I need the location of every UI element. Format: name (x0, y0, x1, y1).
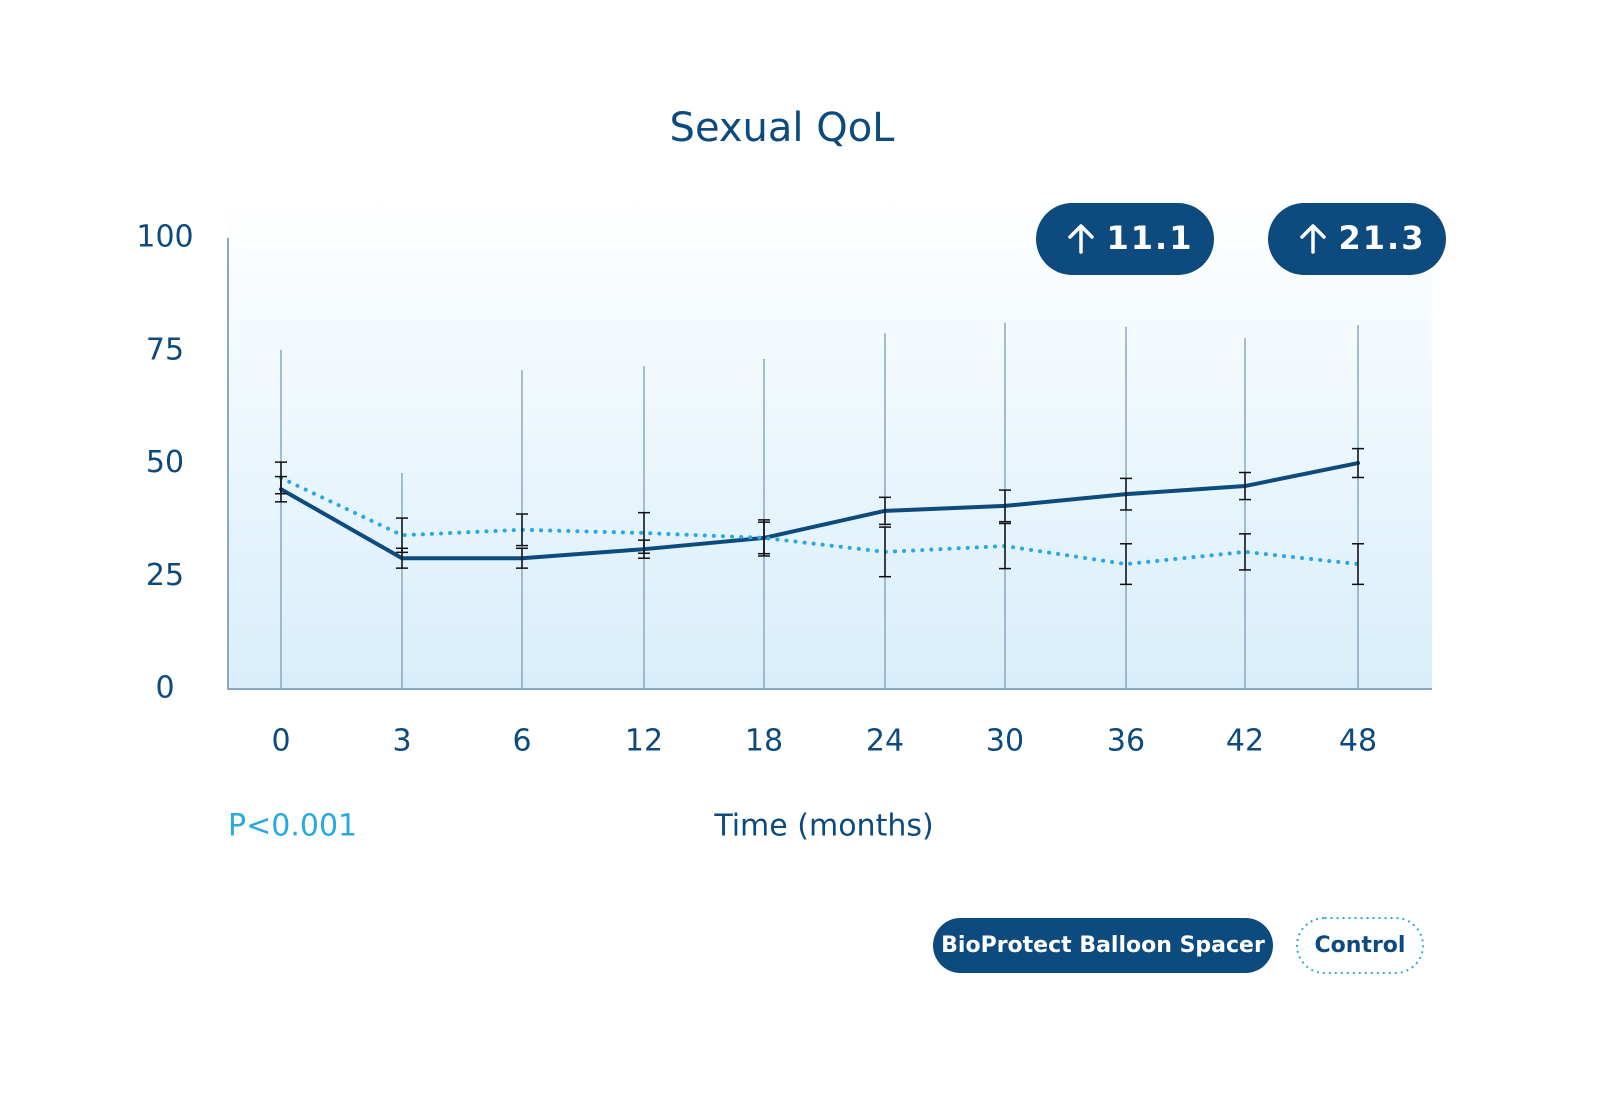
x-tick-label: 24 (866, 724, 904, 759)
error-bar (758, 519, 770, 557)
p-value: P<0.001 (228, 809, 357, 844)
badge (1036, 203, 1214, 275)
error-bar (516, 547, 528, 569)
x-tick-label: 18 (745, 724, 783, 759)
error-bar (638, 511, 650, 554)
series-line (279, 475, 1360, 567)
error-bar (879, 496, 891, 526)
x-tick-label: 0 (271, 724, 290, 759)
x-tick-label: 6 (512, 724, 531, 759)
x-tick-label: 12 (625, 724, 663, 759)
badge (1268, 203, 1446, 275)
badge-value: 11.1 (1107, 219, 1194, 257)
error-bar (1352, 543, 1364, 586)
error-bar (999, 489, 1011, 523)
chart-title: Sexual QoL (670, 105, 896, 151)
y-tick-label: 25 (146, 558, 184, 593)
x-axis-label: Time (months) (713, 809, 933, 844)
error-bar (999, 522, 1011, 570)
plot-background (228, 195, 1432, 689)
badge-value: 21.3 (1339, 219, 1426, 257)
error-bar (1120, 477, 1132, 511)
legend-item (933, 918, 1273, 973)
badge-arrow (1068, 224, 1094, 254)
x-tick-label: 36 (1107, 724, 1145, 759)
y-tick-label: 100 (136, 220, 193, 255)
legend-label: BioProtect Balloon Spacer (941, 933, 1265, 958)
x-tick-label: 3 (392, 724, 411, 759)
legend-label: Control (1315, 933, 1406, 958)
x-tick-label: 42 (1226, 724, 1264, 759)
legend-item (1296, 917, 1424, 974)
x-tick-label: 30 (986, 724, 1024, 759)
error-bar (1352, 447, 1364, 479)
y-tick-label: 50 (146, 445, 184, 480)
series-line (279, 461, 1360, 561)
error-bar (396, 517, 408, 554)
badge-arrow (1300, 224, 1326, 254)
y-tick-label: 0 (155, 671, 174, 706)
error-bar (879, 526, 891, 578)
y-tick-label: 75 (146, 332, 184, 367)
x-tick-label: 48 (1339, 724, 1377, 759)
error-bar (275, 461, 287, 495)
error-bar (516, 513, 528, 547)
error-bar (1120, 543, 1132, 586)
error-bar (1239, 471, 1251, 501)
error-bar (1239, 533, 1251, 571)
